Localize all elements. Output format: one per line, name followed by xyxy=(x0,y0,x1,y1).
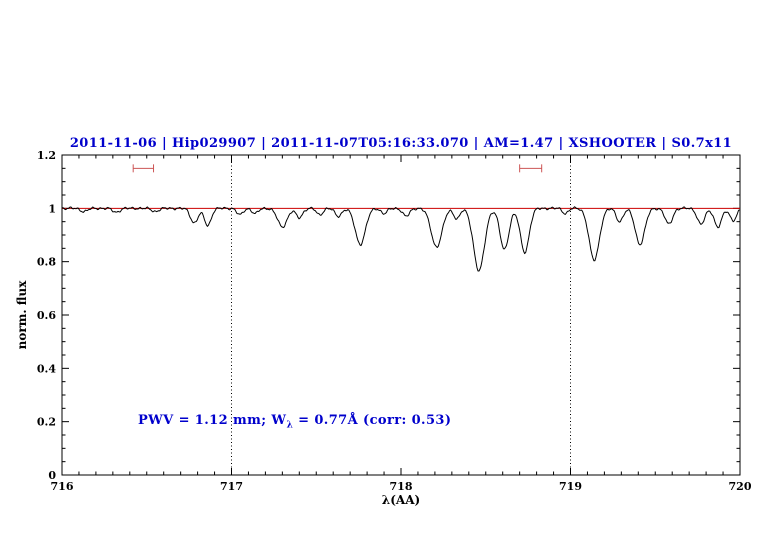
spectrum-line xyxy=(61,206,740,272)
y-tick-label: 1.2 xyxy=(37,149,56,162)
x-axis-label: λ(AA) xyxy=(381,493,421,507)
y-tick-label: 1 xyxy=(48,202,56,215)
y-tick-label: 0.2 xyxy=(37,416,56,429)
y-tick-label: 0.6 xyxy=(37,309,56,322)
plot-title: 2011-11-06 | Hip029907 | 2011-11-07T05:1… xyxy=(69,136,733,151)
x-tick-label: 717 xyxy=(220,480,243,493)
x-tick-label: 716 xyxy=(51,480,74,493)
y-tick-label: 0.8 xyxy=(37,256,56,269)
x-tick-label: 720 xyxy=(729,480,752,493)
x-tick-label: 718 xyxy=(390,480,413,493)
x-tick-label: 719 xyxy=(559,480,582,493)
annotation-lambda-subscript: λ xyxy=(286,419,294,431)
pwv-annotation: PWV = 1.12 mm; Wλ = 0.77Å (corr: 0.53) xyxy=(138,413,451,431)
annotation-text-pre: PWV = 1.12 mm; W xyxy=(138,413,287,428)
y-tick-label: 0.4 xyxy=(37,362,56,375)
annotation-text-post: = 0.77Å (corr: 0.53) xyxy=(293,413,452,428)
y-tick-label: 0 xyxy=(48,469,56,482)
